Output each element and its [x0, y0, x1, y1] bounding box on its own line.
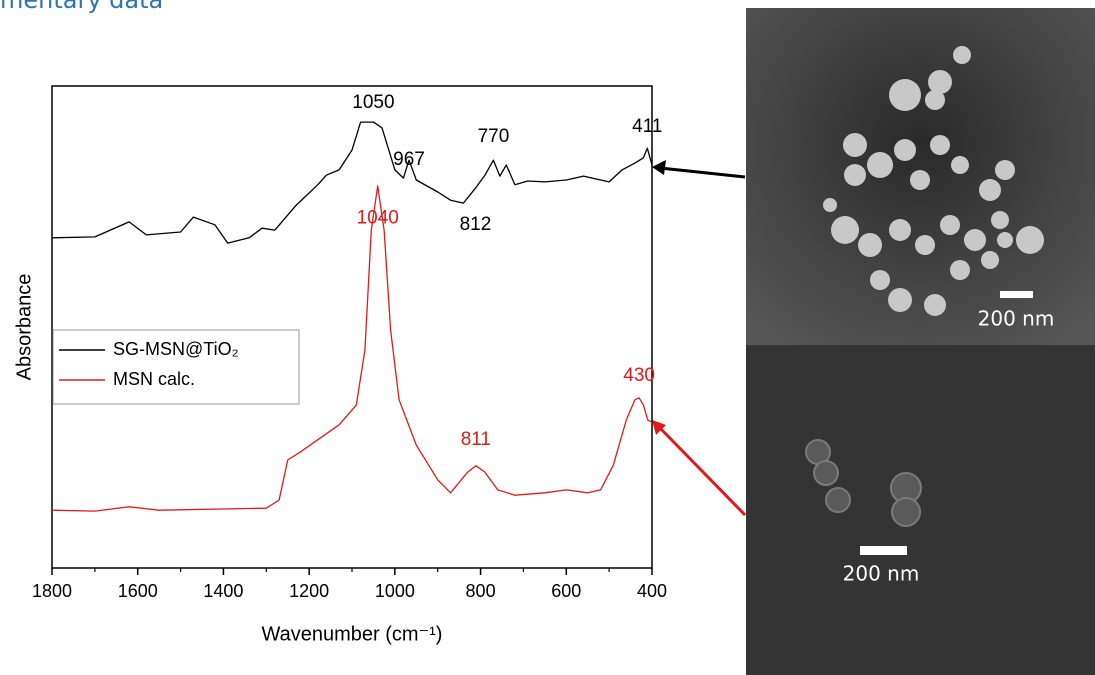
peak-label: 430 — [623, 365, 655, 386]
x-tick-label: 800 — [466, 581, 496, 601]
x-tick-label: 1200 — [289, 581, 329, 601]
plot-frame — [52, 86, 652, 568]
page: mentary data 200 nm 200 nm 180016001400 — [0, 0, 1095, 675]
scale-label: 200 nm — [978, 307, 1055, 331]
x-tick-label: 1800 — [32, 581, 72, 601]
x-tick-label: 600 — [551, 581, 581, 601]
legend-label: SG-MSN@TiO₂ — [113, 339, 239, 359]
peak-label: 811 — [461, 429, 491, 450]
spectrum-line — [52, 122, 652, 243]
legend-label: MSN calc. — [113, 369, 195, 389]
arrows — [652, 160, 745, 515]
x-tick-label: 1000 — [375, 581, 415, 601]
peak-label: 411 — [632, 116, 662, 137]
scale-label: 200 nm — [843, 562, 920, 586]
sem-image-bottom: 200 nm — [746, 345, 1095, 675]
peak-label: 1040 — [357, 208, 399, 229]
x-tick-label: 1400 — [203, 581, 243, 601]
peak-label: 812 — [460, 214, 492, 235]
peak-label: 770 — [478, 126, 510, 147]
peak-label: 1050 — [352, 92, 394, 113]
sem-image-top: 200 nm — [746, 8, 1095, 345]
x-axis-label: Wavenumber (cm⁻¹) — [262, 623, 443, 645]
y-axis-label: Absorbance — [13, 274, 35, 381]
chart: 200 nm 200 nm 1800 1600 1400 1200 1000 800 600… — [0, 0, 1095, 675]
x-tick-label: 400 — [637, 581, 667, 601]
x-tick-label: 1600 — [118, 581, 158, 601]
peak-label: 967 — [393, 149, 425, 170]
